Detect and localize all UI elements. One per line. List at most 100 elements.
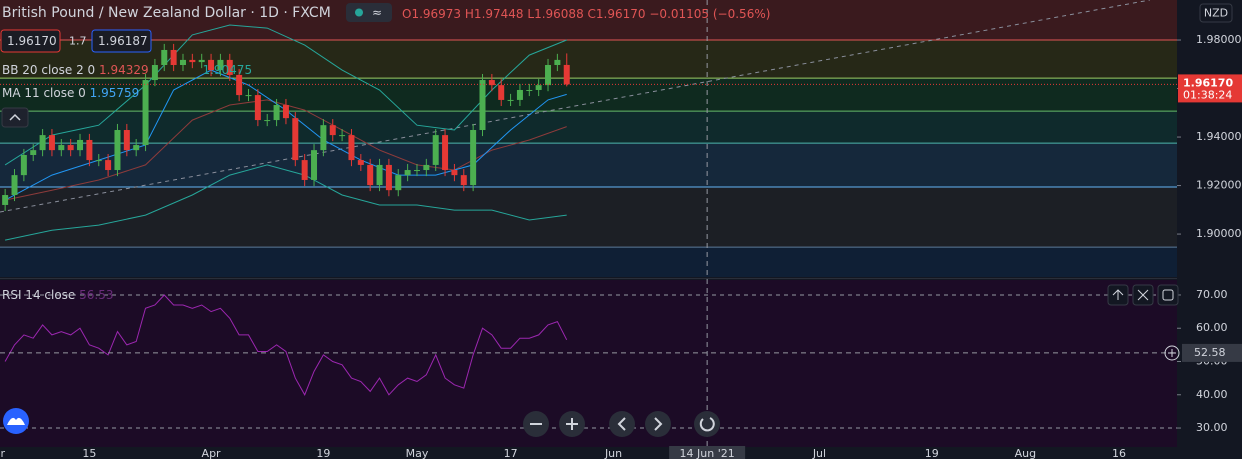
sell-button[interactable] — [0, 29, 61, 53]
candle-body — [170, 49, 177, 66]
icon — [617, 417, 626, 431]
rsi-y-tick-label: 60.00 — [1196, 321, 1228, 334]
rsi-legend: RSI 14 close 56.53 — [2, 288, 114, 302]
rsi-pane — [0, 280, 1177, 447]
status-icon: ≈ — [372, 6, 382, 20]
countdown: 01:38:24 — [1183, 88, 1232, 101]
level-band — [0, 40, 1177, 79]
candle-body — [311, 150, 318, 180]
crosshair-y-label: 52.58 — [1194, 346, 1226, 359]
candle-body — [385, 164, 392, 191]
sell-price[interactable]: 1.96170 — [7, 34, 57, 48]
x-tick-label: Apr — [202, 447, 222, 459]
x-tick-label: May — [406, 447, 429, 459]
indicator-line — [4, 69, 567, 201]
add-button[interactable] — [1164, 345, 1180, 361]
x-tick-label: 15 — [82, 447, 96, 459]
open: O1.96973 — [402, 7, 461, 21]
rsi-line — [4, 294, 568, 396]
candle-body — [273, 105, 280, 121]
icon — [1137, 289, 1149, 301]
x-tick-label: Aug — [1015, 447, 1036, 459]
candle-body — [264, 120, 271, 122]
y-tick-label: 1.90000 — [1196, 227, 1242, 240]
buy-price[interactable]: 1.96187 — [98, 34, 148, 48]
candle-body — [67, 145, 74, 151]
scroll-left-button[interactable] — [609, 411, 635, 437]
candle-body — [488, 80, 495, 86]
currency-box[interactable] — [1199, 3, 1233, 23]
scroll-right-button[interactable] — [645, 411, 671, 437]
candle-body — [535, 85, 542, 90]
icon — [654, 417, 663, 431]
x-tick-label: r — [0, 447, 5, 459]
icon — [1162, 289, 1174, 301]
background — [0, 0, 1177, 277]
level-band — [0, 247, 1177, 277]
candle-body — [470, 130, 477, 186]
bb-value: 1.90475 — [202, 63, 252, 77]
icon — [699, 417, 715, 432]
candle-body — [442, 135, 449, 171]
reset-button[interactable] — [694, 411, 720, 437]
candle-body — [39, 135, 46, 151]
candle-body — [282, 105, 289, 119]
x-tick-label: 17 — [504, 447, 518, 459]
candle-body — [133, 145, 140, 151]
candle-body — [498, 85, 505, 100]
last-price-label: 1.96170 — [1183, 76, 1233, 89]
x-tick-label: 16 — [1112, 447, 1126, 459]
rsi-y-tick-label: 40.00 — [1196, 388, 1228, 401]
maximize-button[interactable] — [1157, 284, 1179, 306]
collapse-icon — [9, 113, 21, 121]
x-tick-label: 19 — [316, 447, 330, 459]
level-band — [0, 187, 1177, 248]
chart-title: British Pound / New Zealand Dollar · 1D … — [2, 5, 331, 21]
x-tick-label: 19 — [925, 447, 939, 459]
candle-body — [423, 164, 430, 171]
candle-body — [563, 64, 570, 85]
candle-body — [545, 65, 552, 86]
buy-button[interactable] — [91, 29, 152, 53]
candle-body — [357, 160, 364, 165]
level-band — [0, 143, 1177, 188]
candle-body — [2, 195, 9, 205]
rsi-value: 56.53 — [79, 288, 113, 302]
collapse-button[interactable] — [1, 107, 29, 128]
candle-body — [292, 118, 299, 161]
candle-body — [217, 59, 224, 71]
y-tick-label: 1.92000 — [1196, 179, 1242, 192]
currency[interactable]: NZD — [1204, 7, 1228, 20]
candle-body — [413, 170, 420, 172]
x-tick-label: Jun — [604, 447, 622, 459]
candle-body — [479, 80, 486, 131]
candle-body — [404, 170, 411, 176]
candle-body — [20, 154, 27, 176]
candle-body — [95, 160, 102, 162]
rsi-y-tick-label: 70.00 — [1196, 288, 1228, 301]
icon — [566, 418, 578, 430]
candle-body — [254, 95, 261, 121]
level-band — [0, 111, 1177, 144]
candle-body — [161, 49, 168, 66]
y-tick-label: 1.98000 — [1196, 33, 1242, 46]
trendline — [0, 0, 1150, 213]
spread: 1.7 — [69, 35, 87, 48]
status-pill — [346, 3, 392, 22]
ma-name: MA 11 close 0 — [2, 86, 86, 100]
candle-body — [516, 89, 523, 100]
candle-body — [432, 135, 439, 165]
ma-value: 1.95759 — [90, 86, 140, 100]
candle-body — [105, 160, 112, 171]
candle-body — [339, 135, 346, 137]
ma-legend: MA 11 close 0 1.95759 — [2, 86, 139, 100]
icon — [1168, 349, 1176, 357]
indicator-line — [4, 99, 567, 201]
candle-body — [460, 175, 467, 186]
bb-value: 1.94329 — [99, 63, 149, 77]
bb-name: BB 20 close 2 0 — [2, 63, 95, 77]
candle-body — [114, 130, 121, 171]
bb-legend: BB 20 close 2 0 1.94329 1.90475 — [2, 63, 252, 77]
candle-body — [189, 59, 196, 63]
